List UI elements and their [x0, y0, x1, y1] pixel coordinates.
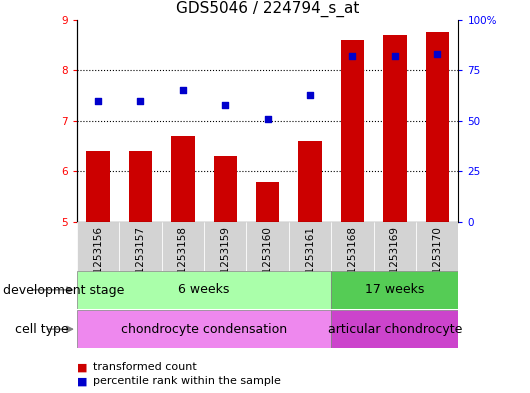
- Text: GSM1253161: GSM1253161: [305, 226, 315, 296]
- Bar: [374, 222, 416, 271]
- Text: GSM1253160: GSM1253160: [263, 226, 272, 296]
- Bar: [171, 136, 195, 222]
- Point: [263, 116, 272, 122]
- Bar: [331, 271, 458, 309]
- Bar: [77, 222, 119, 271]
- Point: [306, 92, 314, 98]
- Text: cell type: cell type: [15, 323, 68, 336]
- Bar: [162, 222, 204, 271]
- Bar: [77, 271, 331, 309]
- Bar: [383, 35, 407, 222]
- Text: development stage: development stage: [3, 283, 124, 297]
- Text: percentile rank within the sample: percentile rank within the sample: [93, 376, 280, 386]
- Text: GSM1253156: GSM1253156: [93, 226, 103, 296]
- Text: GSM1253169: GSM1253169: [390, 226, 400, 296]
- Bar: [426, 32, 449, 222]
- Text: GSM1253158: GSM1253158: [178, 226, 188, 296]
- Text: chondrocyte condensation: chondrocyte condensation: [121, 323, 287, 336]
- Title: GDS5046 / 224794_s_at: GDS5046 / 224794_s_at: [176, 1, 359, 17]
- Text: GSM1253168: GSM1253168: [348, 226, 357, 296]
- Point: [348, 53, 357, 59]
- Point: [94, 97, 102, 104]
- Bar: [298, 141, 322, 222]
- Text: ■: ■: [77, 362, 87, 373]
- Point: [391, 53, 399, 59]
- Bar: [129, 151, 152, 222]
- Bar: [77, 310, 331, 348]
- Text: GSM1253157: GSM1253157: [136, 226, 145, 296]
- Text: ■: ■: [77, 376, 87, 386]
- Bar: [204, 222, 246, 271]
- Bar: [86, 151, 110, 222]
- Text: GSM1253170: GSM1253170: [432, 226, 442, 296]
- Bar: [246, 222, 289, 271]
- Text: 17 weeks: 17 weeks: [365, 283, 425, 296]
- Bar: [289, 222, 331, 271]
- Bar: [331, 310, 458, 348]
- Text: 6 weeks: 6 weeks: [179, 283, 229, 296]
- Point: [136, 97, 145, 104]
- Text: transformed count: transformed count: [93, 362, 197, 373]
- Bar: [256, 182, 279, 222]
- Bar: [119, 222, 162, 271]
- Bar: [416, 222, 458, 271]
- Bar: [331, 222, 374, 271]
- Bar: [214, 156, 237, 222]
- Bar: [341, 40, 364, 222]
- Point: [433, 51, 441, 57]
- Text: articular chondrocyte: articular chondrocyte: [328, 323, 462, 336]
- Text: GSM1253159: GSM1253159: [220, 226, 230, 296]
- Point: [179, 87, 187, 94]
- Point: [221, 101, 229, 108]
